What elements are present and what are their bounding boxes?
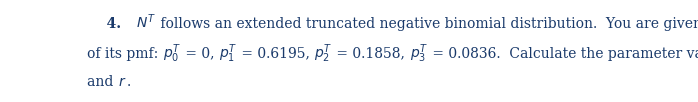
Text: $p_0^T$: $p_0^T$ bbox=[163, 42, 181, 65]
Text: $r$: $r$ bbox=[118, 75, 126, 89]
Text: .: . bbox=[126, 75, 131, 89]
Text: $p_3^T$: $p_3^T$ bbox=[410, 42, 428, 65]
Text: = 0.0836.  Calculate the parameter values: = 0.0836. Calculate the parameter values bbox=[428, 47, 698, 61]
Text: $p_2^T$: $p_2^T$ bbox=[314, 42, 332, 65]
Text: follows an extended truncated negative binomial distribution.  You are given par: follows an extended truncated negative b… bbox=[156, 17, 698, 31]
Text: 4.: 4. bbox=[87, 17, 136, 31]
Text: $N^T$: $N^T$ bbox=[136, 12, 156, 31]
Text: of its pmf:: of its pmf: bbox=[87, 47, 163, 61]
Text: and: and bbox=[87, 75, 118, 89]
Text: = 0.1858,: = 0.1858, bbox=[332, 47, 410, 61]
Text: = 0,: = 0, bbox=[181, 47, 219, 61]
Text: = 0.6195,: = 0.6195, bbox=[237, 47, 314, 61]
Text: $p_1^T$: $p_1^T$ bbox=[219, 42, 237, 65]
